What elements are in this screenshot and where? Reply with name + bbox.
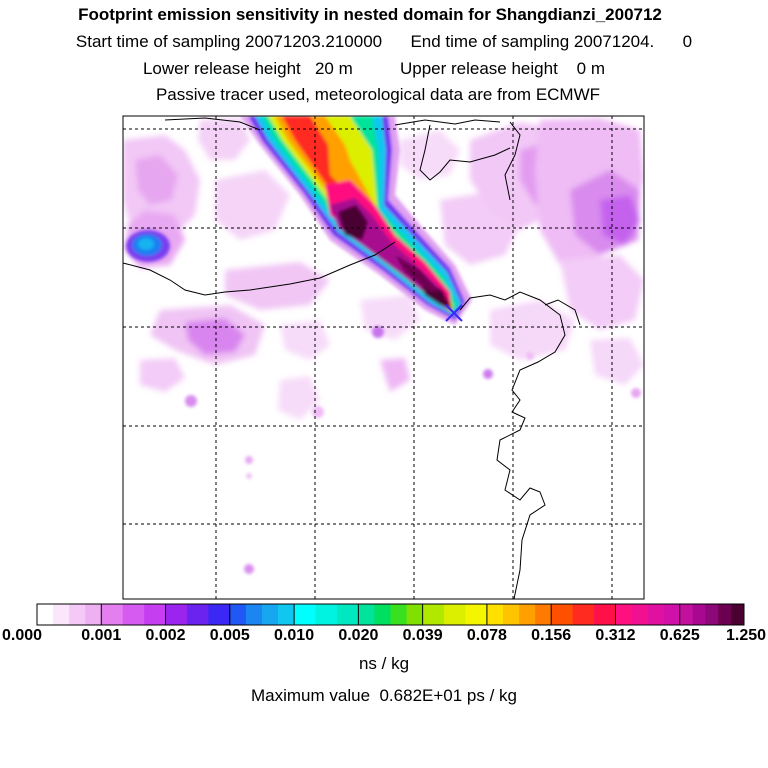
sampling-time-line: Start time of sampling 20071203.210000 E… <box>75 32 693 51</box>
colorbar-swatch <box>101 604 123 625</box>
colorbar-swatch <box>718 604 732 625</box>
colorbar-swatch <box>165 604 188 625</box>
colorbar-swatch <box>37 604 54 625</box>
colorbar-swatch <box>692 604 706 625</box>
colorbar-tick-label: 0.005 <box>209 627 250 644</box>
colorbar-swatch <box>229 604 247 625</box>
colorbar-swatch <box>705 604 719 625</box>
chart-title: Footprint emission sensitivity in nested… <box>78 5 662 24</box>
release-height-line: Lower release height 20 m Upper release … <box>142 59 606 78</box>
colorbar-tick-label: 0.010 <box>274 627 315 644</box>
colorbar-swatch <box>422 604 445 625</box>
colorbar-swatch <box>486 604 504 625</box>
colorbar-swatch <box>69 604 86 625</box>
colorbar-tick-label: 0.625 <box>659 627 700 644</box>
colorbar-swatch <box>122 604 145 625</box>
colorbar-swatch <box>444 604 466 625</box>
coastlines <box>123 117 581 599</box>
colorbar-swatch <box>519 604 536 625</box>
colorbar-swatch <box>465 604 488 625</box>
colorbar-swatch <box>572 604 595 625</box>
colorbar-tick-label: 0.000 <box>1 627 43 644</box>
colorbar <box>36 603 745 626</box>
colorbar-swatch <box>144 604 166 625</box>
colorbar-swatch <box>615 604 632 625</box>
colorbar-swatch <box>663 604 681 625</box>
colorbar-swatch <box>261 604 279 625</box>
colorbar-swatch <box>594 604 616 625</box>
colorbar-swatch <box>53 604 70 625</box>
colorbar-swatch <box>186 604 209 625</box>
colorbar-tick-label: 0.156 <box>531 627 572 644</box>
colorbar-tick-label: 0.078 <box>466 627 507 644</box>
colorbar-swatch <box>679 604 693 625</box>
colorbar-swatch <box>502 604 520 625</box>
tracer-info-line: Passive tracer used, meteorological data… <box>155 85 601 104</box>
colorbar-tick-label: 0.001 <box>81 627 122 644</box>
colorbar-swatch <box>631 604 648 625</box>
colorbar-swatch <box>294 604 316 625</box>
colorbar-swatch <box>278 604 295 625</box>
sensitivity-field <box>123 116 644 599</box>
colorbar-units: ns / kg <box>358 654 410 673</box>
colorbar-swatch <box>245 604 263 625</box>
maximum-value-label: Maximum value 0.682E+01 ps / kg <box>251 686 517 705</box>
isolated-dots <box>185 326 641 574</box>
colorbar-tick-label: 0.020 <box>338 627 379 644</box>
colorbar-swatch <box>336 604 359 625</box>
lat-lon-grid <box>123 116 644 599</box>
colorbar-swatch <box>535 604 552 625</box>
colorbar-swatch <box>390 604 407 625</box>
colorbar-tick-label: 0.312 <box>595 627 636 644</box>
release-point-marker <box>445 304 463 322</box>
colorbar-swatch <box>374 604 391 625</box>
map-frame <box>122 115 645 600</box>
colorbar-tick-label: 0.002 <box>145 627 186 644</box>
colorbar-swatch <box>406 604 423 625</box>
colorbar-tick-label: 0.039 <box>402 627 443 644</box>
colorbar-swatch <box>208 604 231 625</box>
colorbar-swatch <box>85 604 102 625</box>
west-blob <box>126 230 170 262</box>
colorbar-swatch <box>315 604 338 625</box>
colorbar-tick-label: 1.250 <box>725 627 767 644</box>
colorbar-swatch <box>551 604 573 625</box>
colorbar-swatch <box>731 604 745 625</box>
colorbar-frame <box>36 603 745 626</box>
colorbar-swatch <box>647 604 664 625</box>
colorbar-swatch <box>358 604 375 625</box>
